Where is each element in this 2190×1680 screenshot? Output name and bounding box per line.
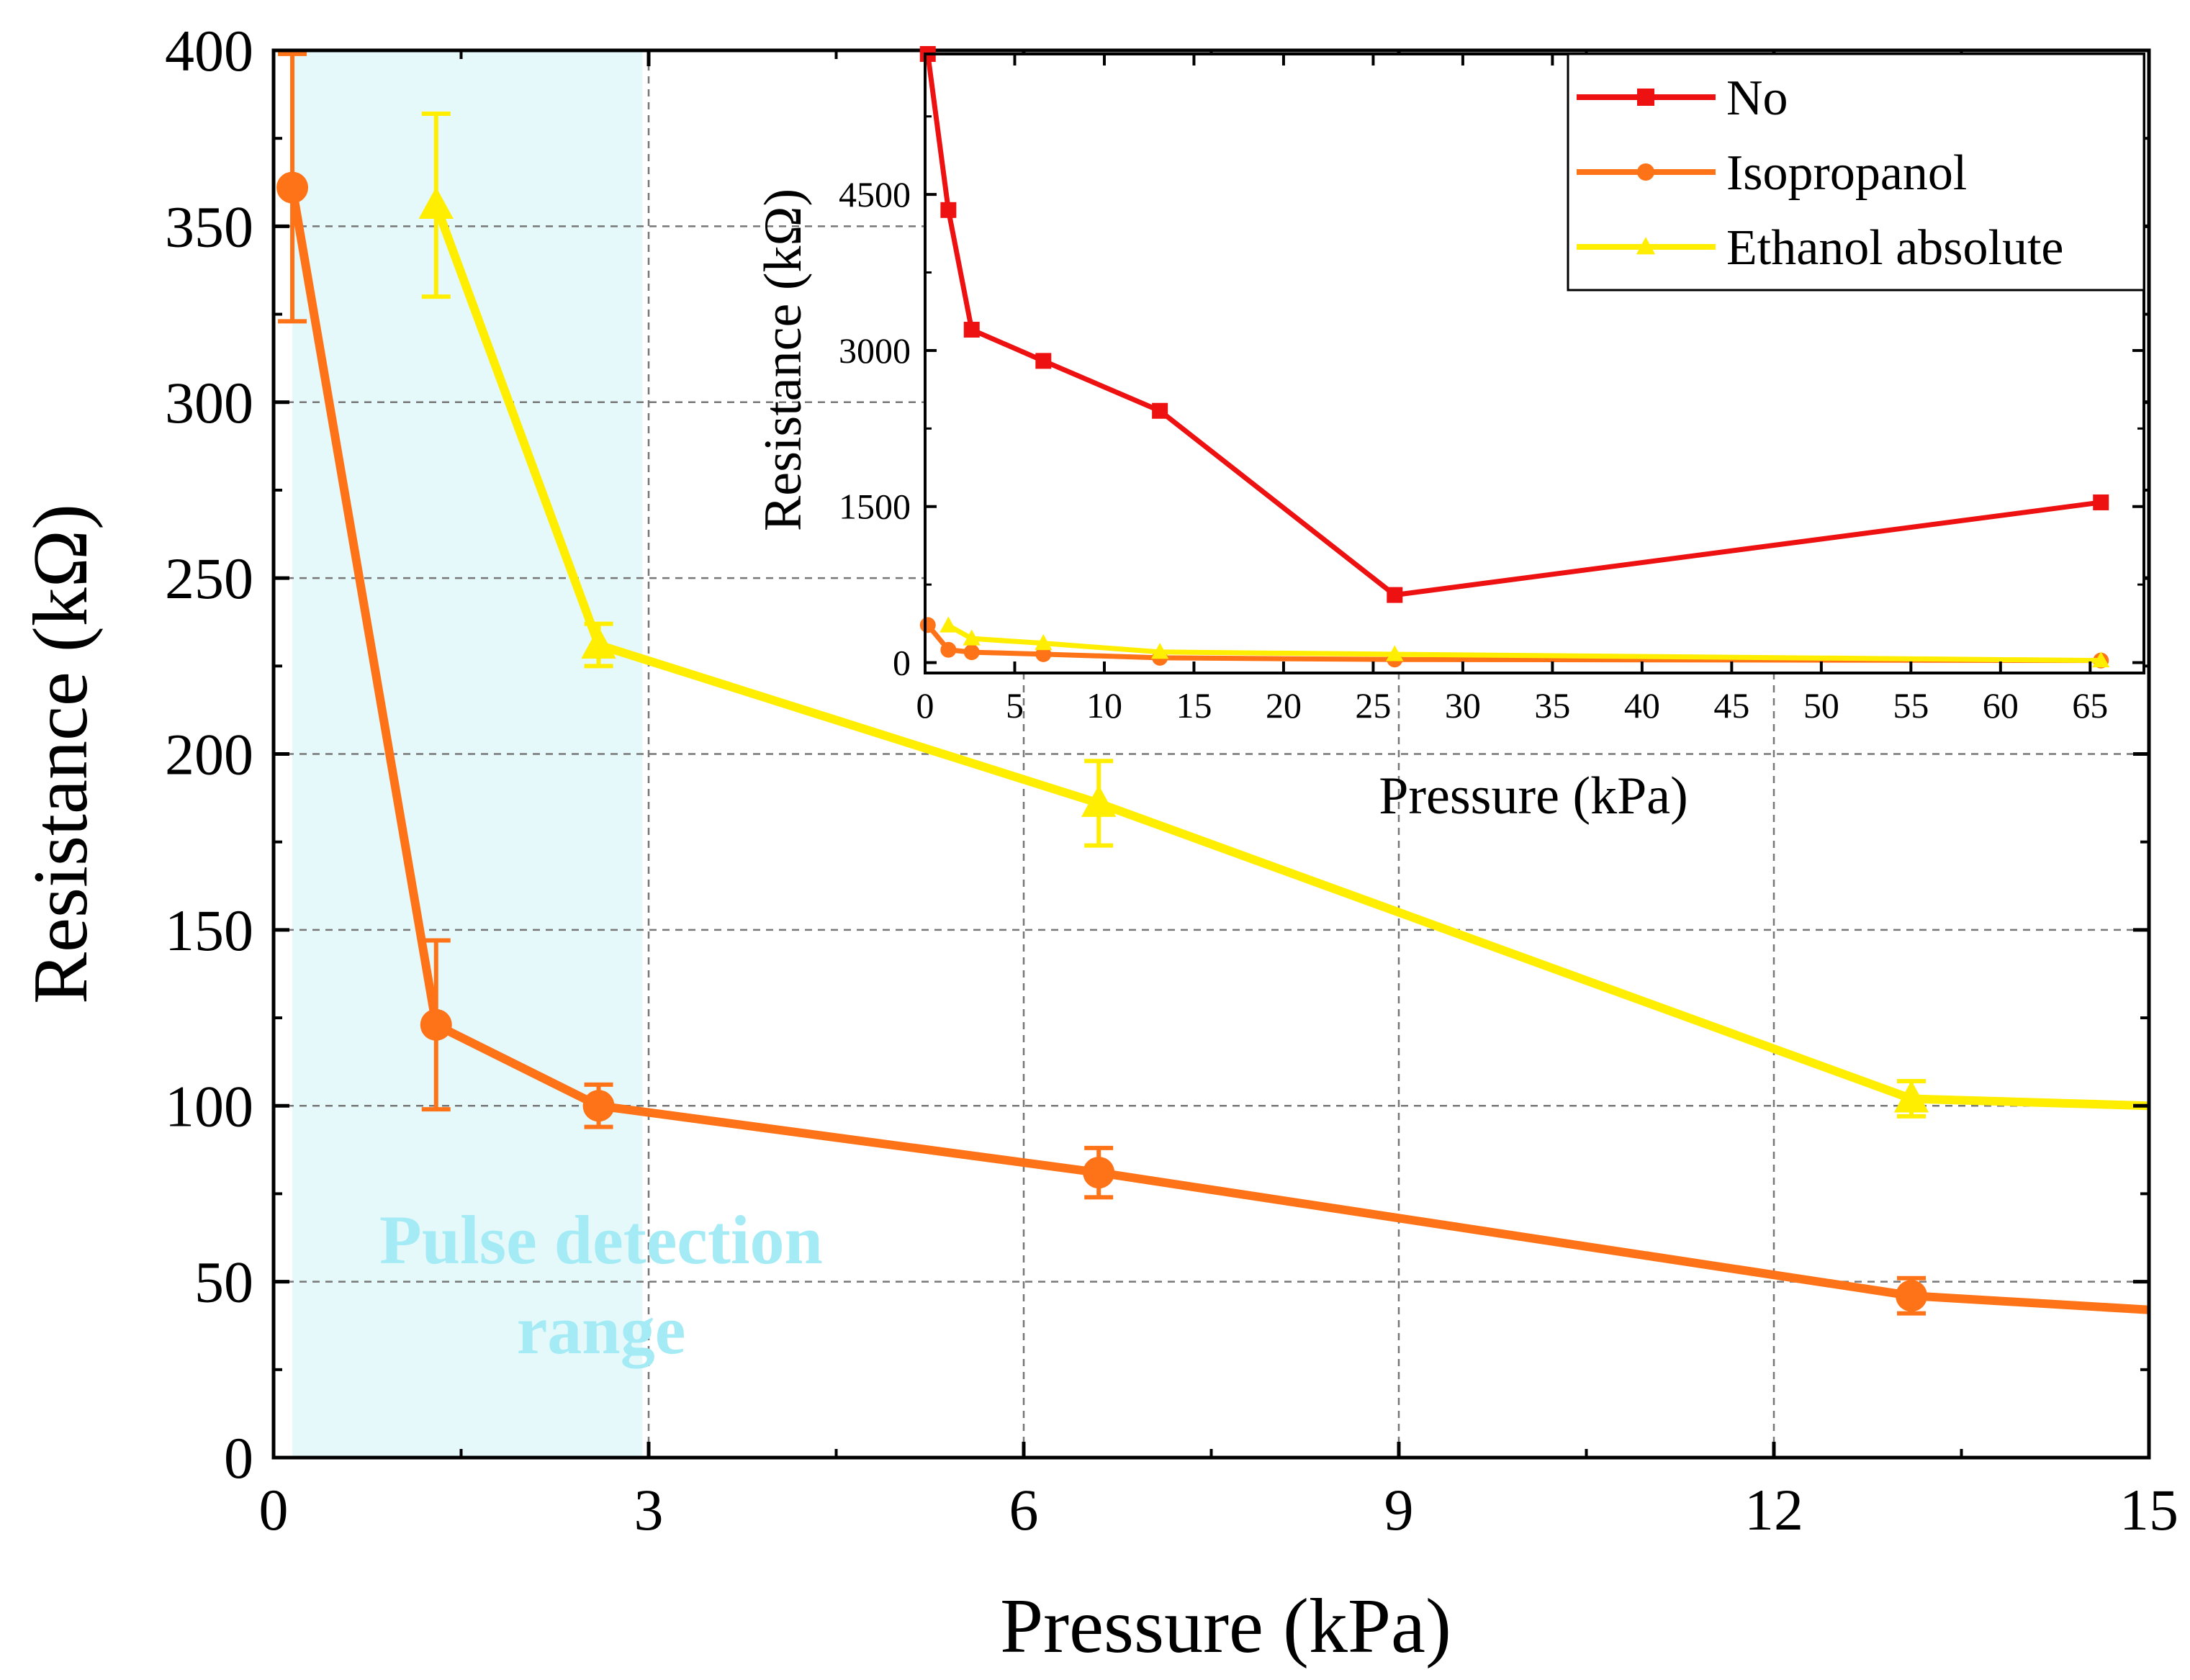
- y-tick-label: 250: [165, 546, 253, 611]
- inset-data-point: [940, 202, 957, 218]
- inset-x-tick-label: 60: [1983, 685, 2019, 726]
- inset-frame: [924, 53, 2145, 674]
- y-tick-label: 300: [165, 370, 253, 435]
- inset-y-tick-label: 4500: [839, 174, 911, 214]
- series-ethanol-absolute: [418, 111, 2150, 1119]
- inset-data-point: [1387, 587, 1403, 603]
- inset-series-ethanol-absolute: [939, 616, 2110, 668]
- data-point: [276, 171, 309, 204]
- legend: No Isopropanol Ethanol absolute: [1567, 53, 2145, 292]
- data-point: [1893, 1080, 1929, 1113]
- inset-x-tick-label: 10: [1086, 685, 1122, 726]
- inset-y-tick-label: 3000: [839, 330, 911, 371]
- data-point: [581, 626, 616, 659]
- y-tick-label: 0: [224, 1425, 253, 1491]
- inset-x-tick-label: 5: [1006, 685, 1024, 726]
- legend-swatch-marker: [1637, 163, 1654, 181]
- inset-data-point: [939, 616, 957, 633]
- inset-y-tick-label: 0: [893, 643, 911, 683]
- inset-data-point: [1035, 646, 1052, 662]
- inset-data-point: [1386, 645, 1404, 661]
- inset-x-axis-label: Pressure (kPa): [1379, 767, 1688, 826]
- series-isopropanol: [276, 51, 2150, 1316]
- inset-series-line: [947, 623, 2101, 664]
- data-point: [418, 186, 454, 220]
- x-tick-label: 15: [2119, 1477, 2178, 1543]
- inset-x-tick-label: 25: [1355, 685, 1391, 726]
- legend-swatch-marker: [1637, 89, 1654, 106]
- x-tick-label: 9: [1384, 1477, 1414, 1543]
- inset-data-point: [2093, 494, 2109, 510]
- legend-swatch-marker: [1636, 237, 1656, 255]
- inset-data-point: [1035, 634, 1053, 651]
- inset-x-tick-label: 15: [1176, 685, 1212, 726]
- inset-data-point: [963, 322, 980, 338]
- legend-label: Ethanol absolute: [1726, 220, 2064, 276]
- x-tick-label: 12: [1744, 1477, 1803, 1543]
- inset-data-point: [2092, 651, 2110, 668]
- y-axis-label: Resistance (kΩ): [18, 504, 104, 1004]
- inset-data-point: [919, 617, 936, 633]
- inset-x-tick-label: 65: [2072, 685, 2108, 726]
- annotation-line-2: range: [517, 1291, 686, 1368]
- inset-data-point: [963, 644, 980, 661]
- x-tick-label: 6: [1009, 1477, 1039, 1543]
- inset-y-tick-label: 1500: [839, 487, 911, 527]
- y-tick-label: 50: [194, 1250, 253, 1315]
- inset-data-point: [1151, 643, 1169, 659]
- inset-data-point: [1152, 402, 1168, 419]
- data-point: [582, 1090, 615, 1122]
- inset-data-point: [1035, 353, 1052, 369]
- x-tick-label: 0: [259, 1477, 289, 1543]
- series-line: [288, 186, 2150, 1314]
- legend-label: Isopropanol: [1726, 145, 1967, 201]
- annotation-line-1: Pulse detection: [379, 1201, 823, 1278]
- data-point: [1896, 1280, 1928, 1312]
- inset-x-tick-label: 30: [1445, 685, 1481, 726]
- inset-plot: 0 1500 3000 4500 0 5 10 15 20 25 30 35 40 45 50 55 60 65 P…: [754, 46, 2145, 826]
- data-point: [1081, 785, 1117, 817]
- y-tick-label: 100: [165, 1073, 253, 1139]
- y-tick-label: 400: [165, 18, 253, 83]
- inset-x-tick-label: 40: [1624, 685, 1660, 726]
- x-tick-label: 3: [634, 1477, 664, 1543]
- data-point: [420, 1008, 452, 1041]
- inset-x-tick-label: 20: [1266, 685, 1302, 726]
- inset-x-tick-label: 45: [1713, 685, 1749, 726]
- inset-x-tick-label: 55: [1893, 685, 1929, 726]
- inset-x-tick-label: 0: [916, 685, 934, 726]
- y-tick-label: 150: [165, 898, 253, 963]
- inset-data-point: [963, 629, 981, 646]
- inset-x-tick-label: 50: [1803, 685, 1839, 726]
- x-axis-label: Pressure (kPa): [1000, 1584, 1451, 1669]
- inset-y-axis-label: Resistance (kΩ): [754, 189, 813, 531]
- data-point: [1083, 1157, 1115, 1189]
- y-tick-label: 350: [165, 194, 253, 259]
- inset-data-point: [940, 641, 957, 658]
- inset-x-tick-label: 35: [1534, 685, 1570, 726]
- y-tick-label: 200: [165, 722, 253, 787]
- legend-label: No: [1726, 71, 1788, 126]
